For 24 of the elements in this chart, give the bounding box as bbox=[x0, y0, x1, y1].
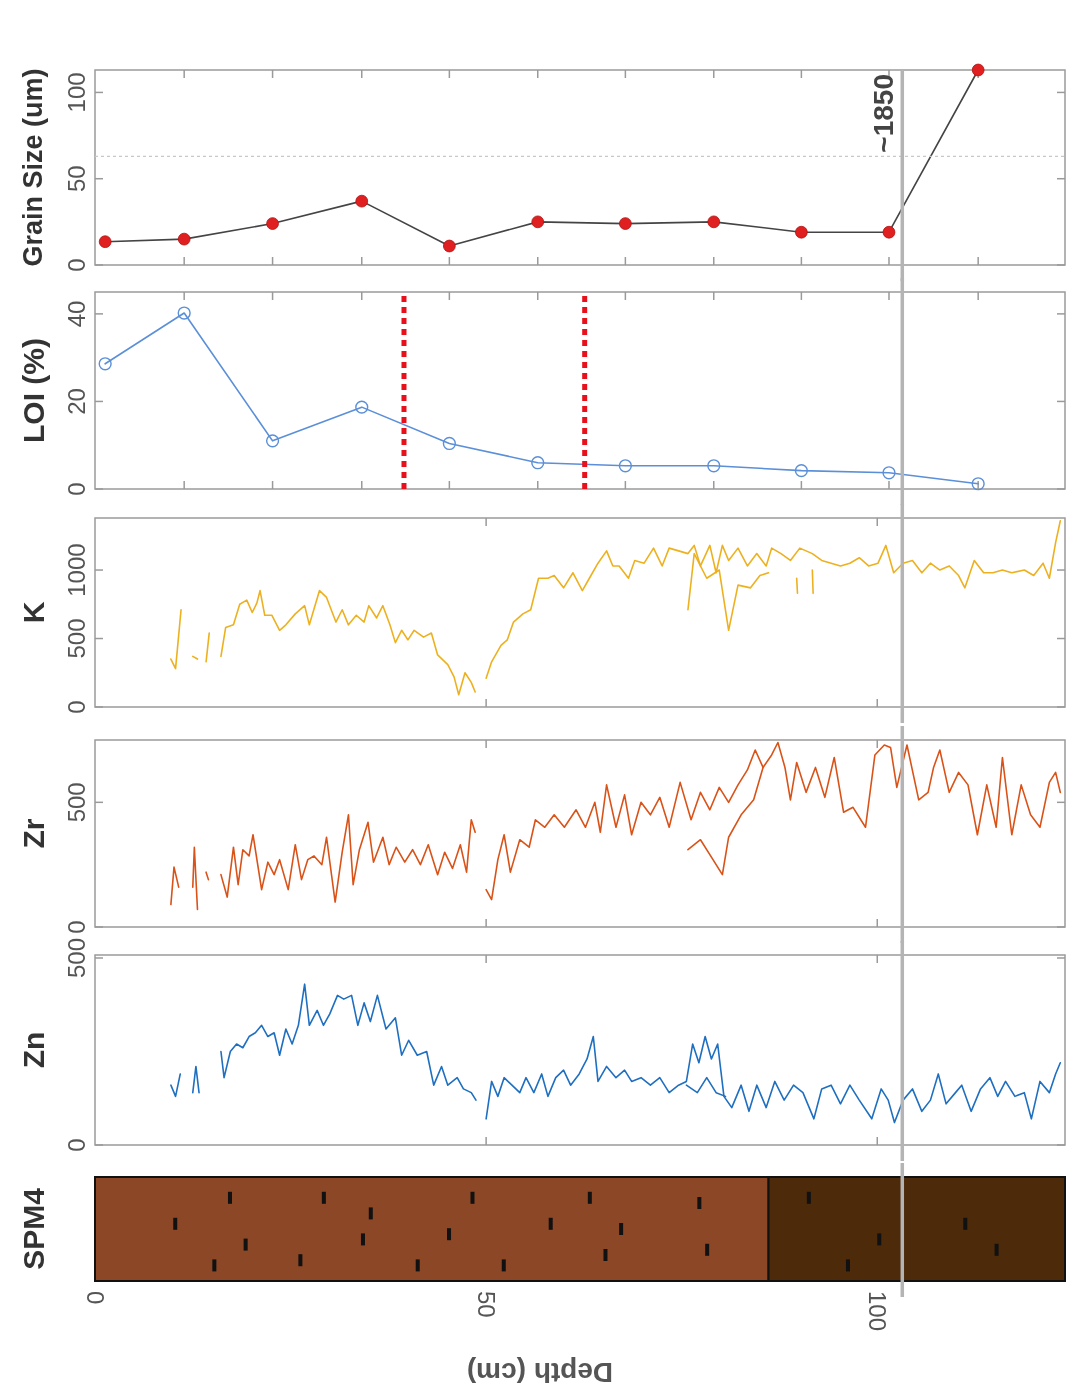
y-tick-label: 0 bbox=[63, 700, 90, 714]
annotation: ~1850 bbox=[868, 74, 900, 153]
y-tick-label: 40 bbox=[63, 300, 90, 328]
y-tick-label: 500 bbox=[63, 937, 90, 979]
y-tick-label: 50 bbox=[63, 165, 90, 193]
y-tick-label: 20 bbox=[63, 388, 90, 415]
y-tick-label: 1000 bbox=[63, 543, 90, 597]
y-axis-title: LOI (%) bbox=[17, 338, 50, 443]
y-axis-title: Zn bbox=[17, 1031, 50, 1069]
y-tick-label: SPM4 bbox=[17, 1187, 50, 1270]
x-tick-label: 50 bbox=[472, 1291, 500, 1318]
y-tick-label: 0 bbox=[63, 920, 90, 934]
y-tick-label: 100 bbox=[63, 72, 90, 113]
y-tick-label: 500 bbox=[63, 618, 90, 659]
x-tick-label: 0 bbox=[81, 1291, 109, 1305]
y-tick-label: 0 bbox=[63, 482, 90, 496]
y-axis-title: Zr bbox=[17, 818, 50, 849]
x-axis-title: Depth (cm) bbox=[466, 1357, 614, 1388]
x-tick-label: 100 bbox=[863, 1291, 891, 1332]
y-tick-label: 500 bbox=[63, 782, 90, 823]
y-axis-title: K bbox=[17, 601, 50, 624]
y-tick-label: 0 bbox=[63, 258, 90, 272]
y-axis-title: Grain Size (um) bbox=[18, 68, 48, 267]
y-tick-label: 0 bbox=[63, 1138, 90, 1152]
